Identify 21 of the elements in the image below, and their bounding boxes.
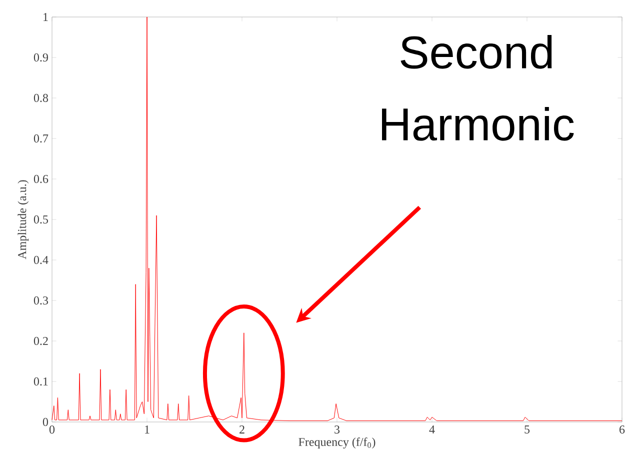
x-tick-label: 2 [240,426,244,434]
y-axis-title: Amplitude (a.u.) [18,180,29,260]
y-tick-label: 0.1 [34,377,48,386]
y-tick-label: 0.2 [34,336,48,346]
x-tick-label: 1 [145,426,150,434]
y-tick-label: 0.6 [34,174,48,184]
y-tick-label: 0.3 [34,296,48,305]
y-tick-label: 0.7 [34,134,48,143]
x-tick-label: 4 [429,426,435,434]
x-tick-label: 3 [334,426,340,434]
y-tick-label: 1 [44,13,48,21]
y-tick-label: 0.8 [34,94,48,102]
y-tick-label: 0 [42,418,48,426]
x-axis-title: Frequency (f/f$_{0}$) [298,437,376,449]
y-tick-label: 0.5 [34,215,48,224]
x-tick-label: 5 [524,426,530,434]
x-tick-label: 0 [49,426,55,434]
y-tick-label: 0.9 [34,53,48,62]
annotation: Second Harmonic [382,34,574,141]
x-tick-label: 6 [620,426,625,434]
y-tick-label: 0.4 [34,256,48,264]
